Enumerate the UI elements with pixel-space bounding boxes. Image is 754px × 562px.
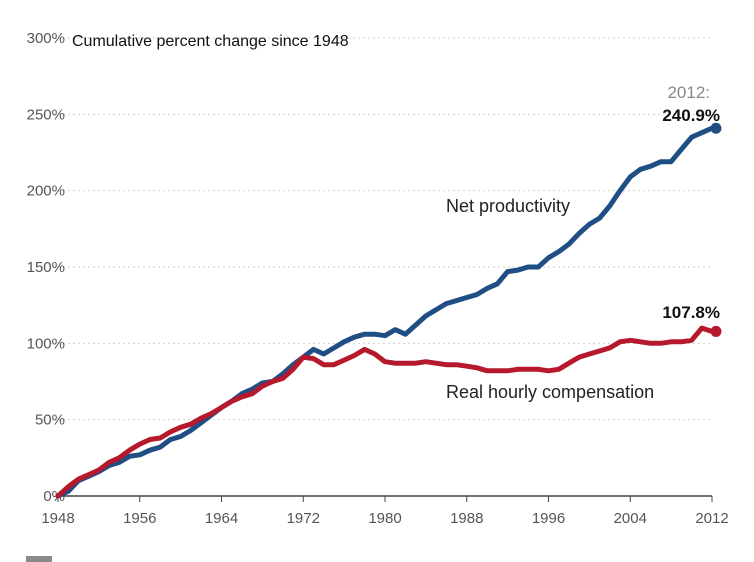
y-tick-label: 250% (27, 106, 65, 123)
x-tick-label: 1988 (450, 510, 483, 527)
x-tick-label: 1996 (532, 510, 565, 527)
x-tick-label: 2012 (695, 510, 728, 527)
y-axis-ticks: 0%50%100%150%200%250%300% (27, 30, 65, 505)
series-line-real-hourly-compensation (55, 325, 715, 499)
end-point-net-productivity (710, 122, 722, 134)
chart-title: Cumulative percent change since 1948 (72, 33, 349, 50)
y-tick-label: 200% (27, 183, 65, 200)
y-tick-label: 50% (35, 412, 65, 429)
x-tick-label: 1956 (123, 510, 156, 527)
series-label-net-productivity: Net productivity (446, 196, 570, 216)
y-tick-label: 100% (27, 335, 65, 352)
y-tick-label: 150% (27, 259, 65, 276)
end-label-year: 2012: (667, 83, 710, 102)
end-label-net-productivity: 240.9% (662, 106, 720, 125)
series-lines (55, 122, 722, 499)
series-line-net-productivity (55, 125, 715, 499)
x-tick-label: 1964 (205, 510, 238, 527)
x-tick-label: 2004 (614, 510, 647, 527)
series-label-real-hourly-compensation: Real hourly compensation (446, 382, 654, 402)
end-label-real-hourly-compensation: 107.8% (662, 303, 720, 322)
y-tick-label: 300% (27, 30, 65, 47)
x-tick-label: 1948 (41, 510, 74, 527)
legend-swatch (26, 556, 52, 562)
x-tick-label: 1980 (368, 510, 401, 527)
end-point-real-hourly-compensation (710, 325, 722, 337)
x-axis-ticks: 1948 1956 1964 1972 1980 1988 1996 2004 2012 (41, 496, 729, 527)
grid-lines (58, 37, 712, 421)
x-tick-label: 1972 (287, 510, 320, 527)
